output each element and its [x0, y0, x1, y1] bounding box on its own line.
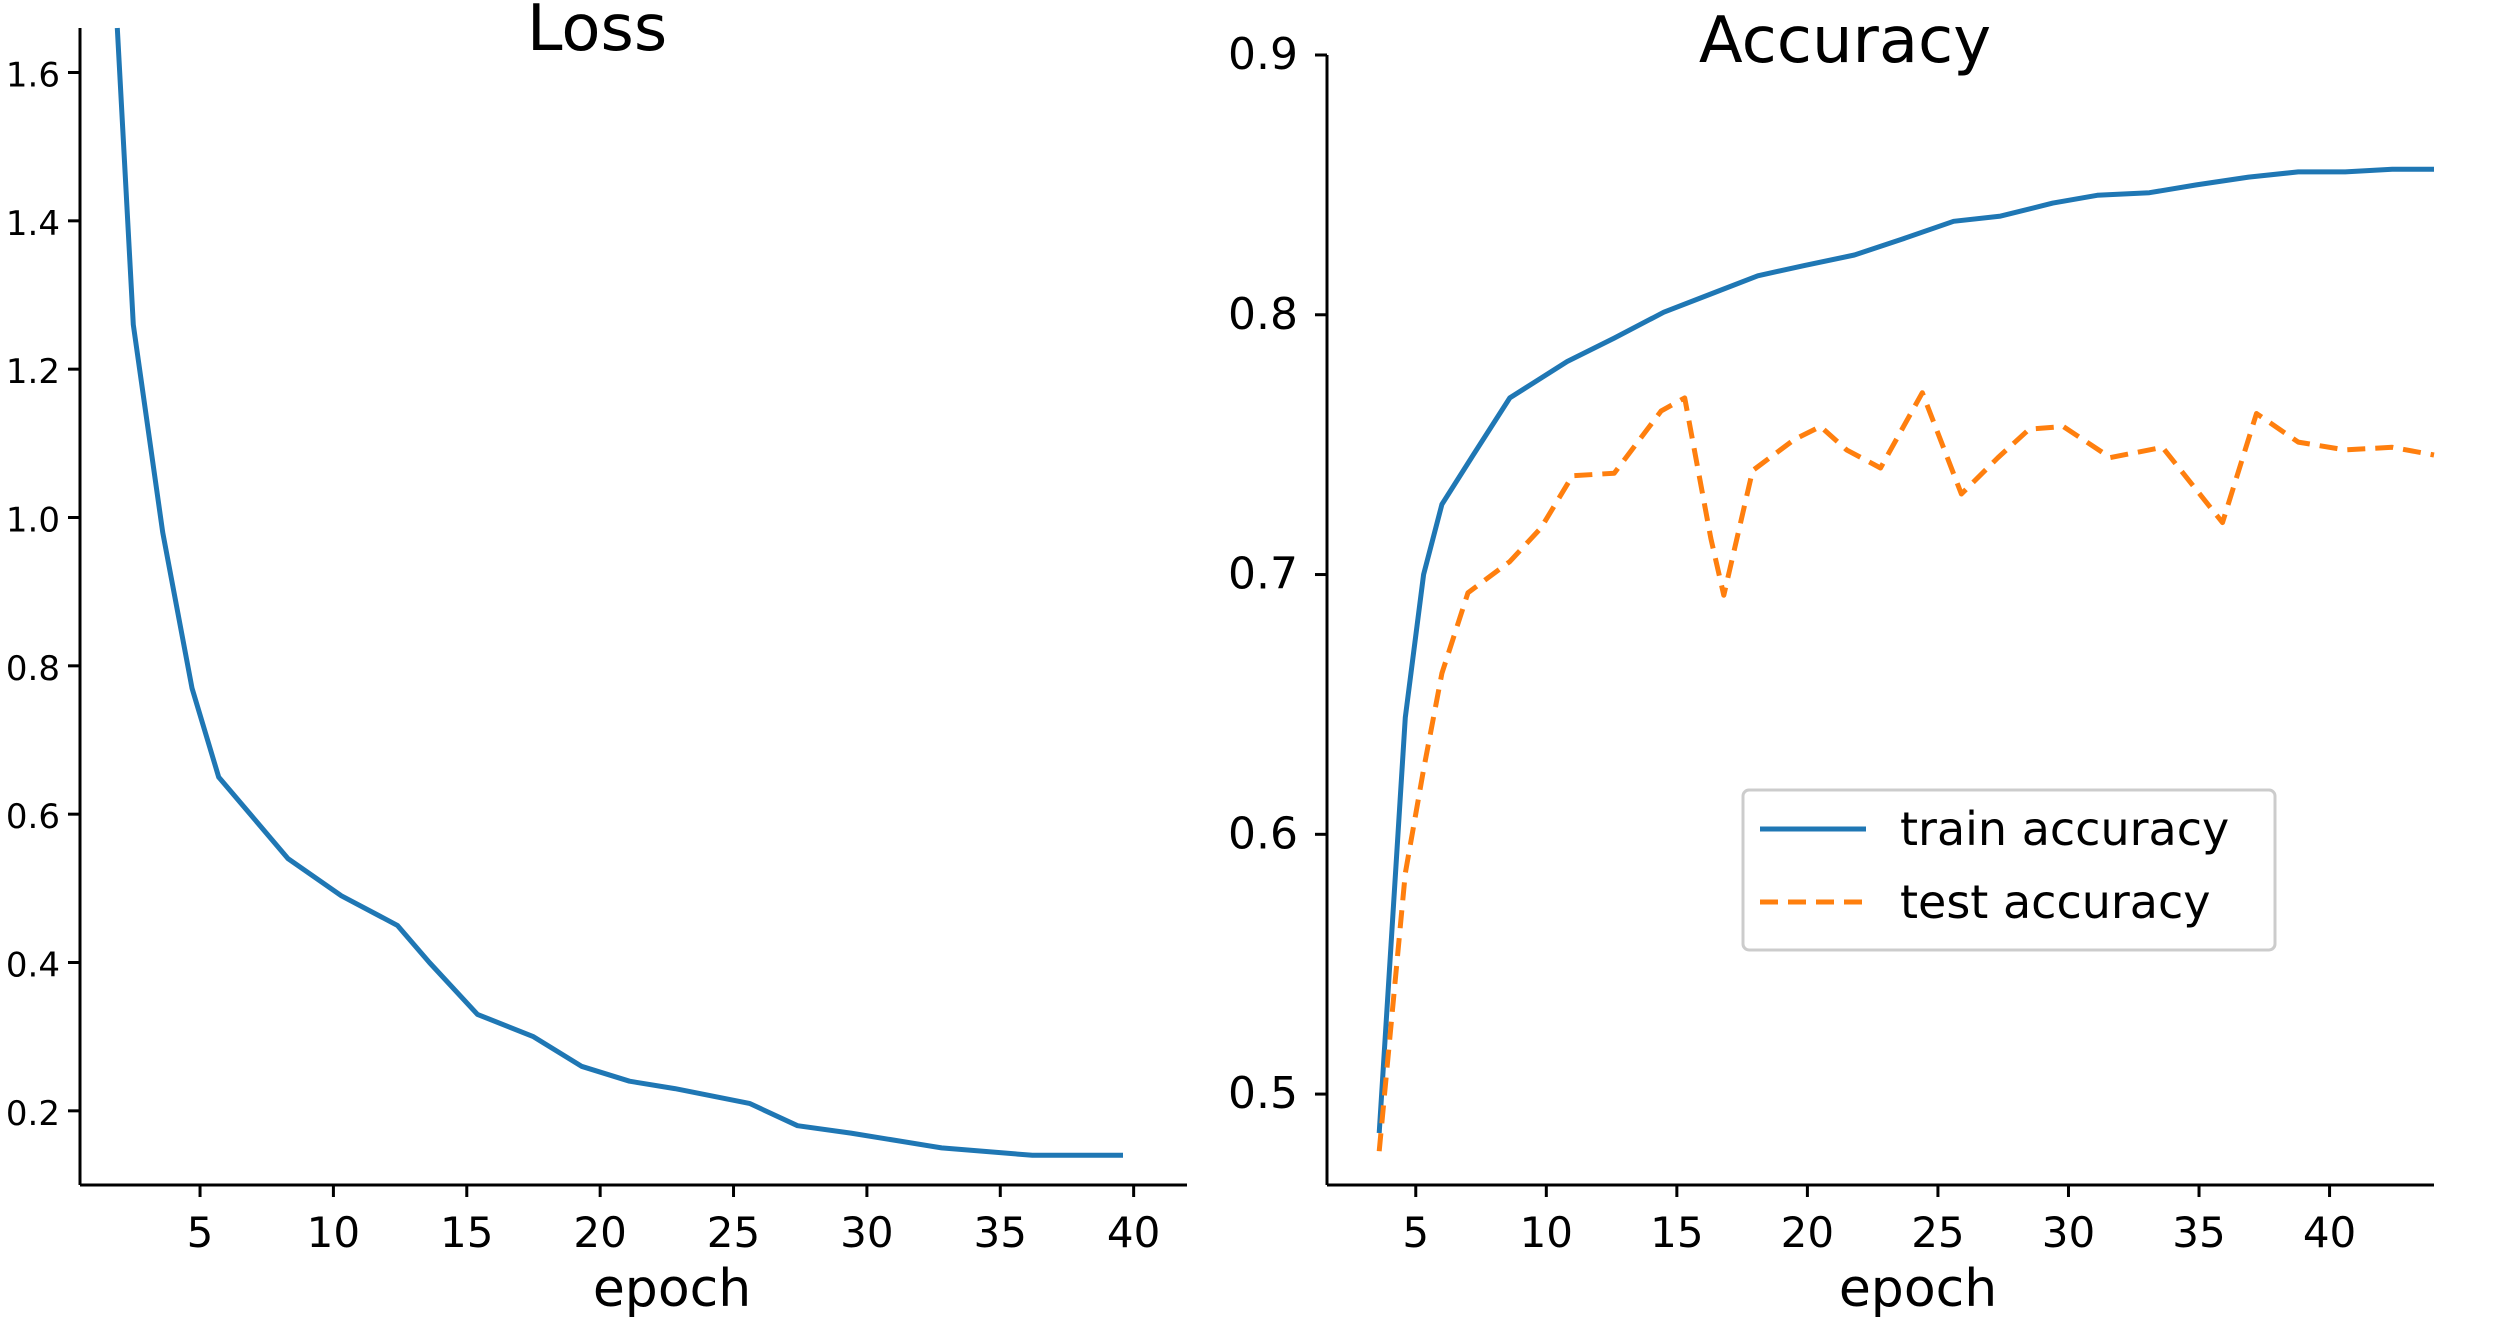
- accuracy-y-tick-label: 0.6: [1228, 808, 1298, 859]
- accuracy-x-tick-label: 30: [2042, 1208, 2095, 1257]
- legend: train accuracy test accuracy: [1741, 788, 2277, 952]
- accuracy-y-tick-label: 0.9: [1228, 29, 1298, 80]
- accuracy-series-line-train-accuracy: [1376, 166, 2434, 1134]
- accuracy-y-tick-label: 0.8: [1228, 289, 1298, 340]
- loss-x-tick-label: 40: [1107, 1208, 1160, 1257]
- accuracy-x-ticks: 5 10 15 20 25 30 35 40: [1402, 1185, 2356, 1257]
- accuracy-x-tick-label: 35: [2172, 1208, 2225, 1257]
- loss-y-tick-label: 1.4: [6, 204, 60, 244]
- loss-y-tick-label: 0.6: [6, 797, 60, 837]
- loss-x-tick-label: 20: [573, 1208, 626, 1257]
- accuracy-x-tick-label: 15: [1650, 1208, 1703, 1257]
- loss-series: [114, 27, 1123, 1158]
- legend-train-label: train accuracy: [1900, 802, 2229, 856]
- loss-x-tick-label: 25: [707, 1208, 760, 1257]
- loss-x-tick-label: 35: [974, 1208, 1027, 1257]
- loss-y-tick-label: 0.4: [6, 946, 60, 986]
- loss-x-tick-label: 5: [187, 1208, 214, 1257]
- loss-x-ticks: 5 10 15 20 25 30 35 40: [187, 1185, 1160, 1257]
- accuracy-x-tick-label: 5: [1402, 1208, 1429, 1257]
- accuracy-series: [1376, 166, 2435, 1152]
- accuracy-chart-title: Accuracy: [1699, 4, 1991, 78]
- loss-y-tick-label: 1.0: [6, 501, 60, 541]
- loss-y-tick-label: 0.2: [6, 1094, 60, 1134]
- accuracy-x-axis-label: epoch: [1839, 1259, 1997, 1319]
- loss-x-axis-label: epoch: [593, 1259, 751, 1319]
- accuracy-y-tick-label: 0.7: [1228, 549, 1298, 600]
- loss-x-tick-label: 30: [840, 1208, 893, 1257]
- accuracy-series-line-test-accuracy: [1376, 390, 2435, 1152]
- accuracy-x-tick-label: 20: [1781, 1208, 1834, 1257]
- legend-test-label: test accuracy: [1900, 875, 2211, 929]
- accuracy-x-tick-label: 40: [2303, 1208, 2356, 1257]
- loss-y-ticks: 0.2 0.4 0.6 0.8 1.0 1.2 1.4 1.6: [6, 56, 80, 1134]
- loss-series-line-0: [114, 27, 1123, 1158]
- loss-y-tick-label: 1.6: [6, 56, 60, 96]
- accuracy-chart: Accuracy 5 10 15 20 25 30 35 40 0.5 0.6 0.7 0.8 0.9…: [1228, 4, 2435, 1319]
- accuracy-y-ticks: 0.5 0.6 0.7 0.8 0.9: [1228, 29, 1327, 1119]
- accuracy-y-tick-label: 0.5: [1228, 1068, 1298, 1119]
- loss-chart: Loss 5 10 15 20 25 30 35 40 0.2 0.4 0.6 0.8 1.0 1.2 1…: [6, 0, 1187, 1319]
- loss-y-tick-label: 0.8: [6, 649, 60, 689]
- legend-box: [1741, 788, 2277, 952]
- loss-y-tick-label: 1.2: [6, 352, 60, 392]
- accuracy-x-tick-label: 10: [1520, 1208, 1573, 1257]
- loss-x-tick-label: 10: [307, 1208, 360, 1257]
- loss-chart-title: Loss: [527, 0, 667, 66]
- accuracy-x-tick-label: 25: [1911, 1208, 1964, 1257]
- loss-x-tick-label: 15: [440, 1208, 493, 1257]
